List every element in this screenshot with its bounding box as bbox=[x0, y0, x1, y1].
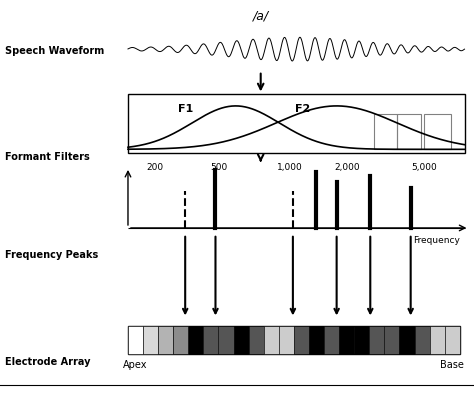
Bar bbox=[374, 114, 397, 149]
Bar bbox=[324, 326, 339, 354]
Text: 200: 200 bbox=[146, 163, 164, 172]
Text: Formant Filters: Formant Filters bbox=[5, 152, 90, 162]
Bar bbox=[173, 326, 188, 354]
Text: Speech Waveform: Speech Waveform bbox=[5, 46, 104, 56]
Bar bbox=[279, 326, 294, 354]
Text: Apex: Apex bbox=[123, 360, 148, 369]
Bar bbox=[384, 326, 400, 354]
Text: 5,000: 5,000 bbox=[411, 163, 437, 172]
Text: Electrode Array: Electrode Array bbox=[5, 356, 90, 367]
Text: 1,000: 1,000 bbox=[277, 163, 302, 172]
Text: /a/: /a/ bbox=[253, 10, 269, 23]
Bar bbox=[128, 326, 143, 354]
Bar bbox=[249, 326, 264, 354]
Bar bbox=[143, 326, 158, 354]
Bar bbox=[143, 326, 158, 354]
Text: F1: F1 bbox=[178, 104, 193, 114]
Bar bbox=[369, 326, 384, 354]
Bar bbox=[397, 114, 421, 149]
Bar bbox=[400, 326, 415, 354]
Text: Base: Base bbox=[440, 360, 464, 369]
Bar bbox=[128, 326, 143, 354]
Bar bbox=[158, 326, 173, 354]
Bar bbox=[294, 326, 309, 354]
Bar bbox=[354, 326, 369, 354]
Bar bbox=[424, 114, 451, 149]
Bar bbox=[429, 326, 445, 354]
Bar bbox=[234, 326, 249, 354]
Bar bbox=[445, 326, 460, 354]
Bar bbox=[415, 326, 429, 354]
Bar bbox=[264, 326, 279, 354]
Bar bbox=[128, 326, 460, 354]
Bar bbox=[188, 326, 203, 354]
Text: 2,000: 2,000 bbox=[334, 163, 360, 172]
Bar bbox=[158, 326, 173, 354]
Bar bbox=[173, 326, 188, 354]
Bar bbox=[203, 326, 219, 354]
Text: Frequency Peaks: Frequency Peaks bbox=[5, 250, 98, 261]
Text: F2: F2 bbox=[295, 104, 310, 114]
Bar bbox=[219, 326, 234, 354]
Text: 500: 500 bbox=[210, 163, 228, 172]
Bar bbox=[309, 326, 324, 354]
Text: Frequency: Frequency bbox=[413, 236, 460, 245]
Bar bbox=[339, 326, 354, 354]
Bar bbox=[128, 94, 465, 153]
